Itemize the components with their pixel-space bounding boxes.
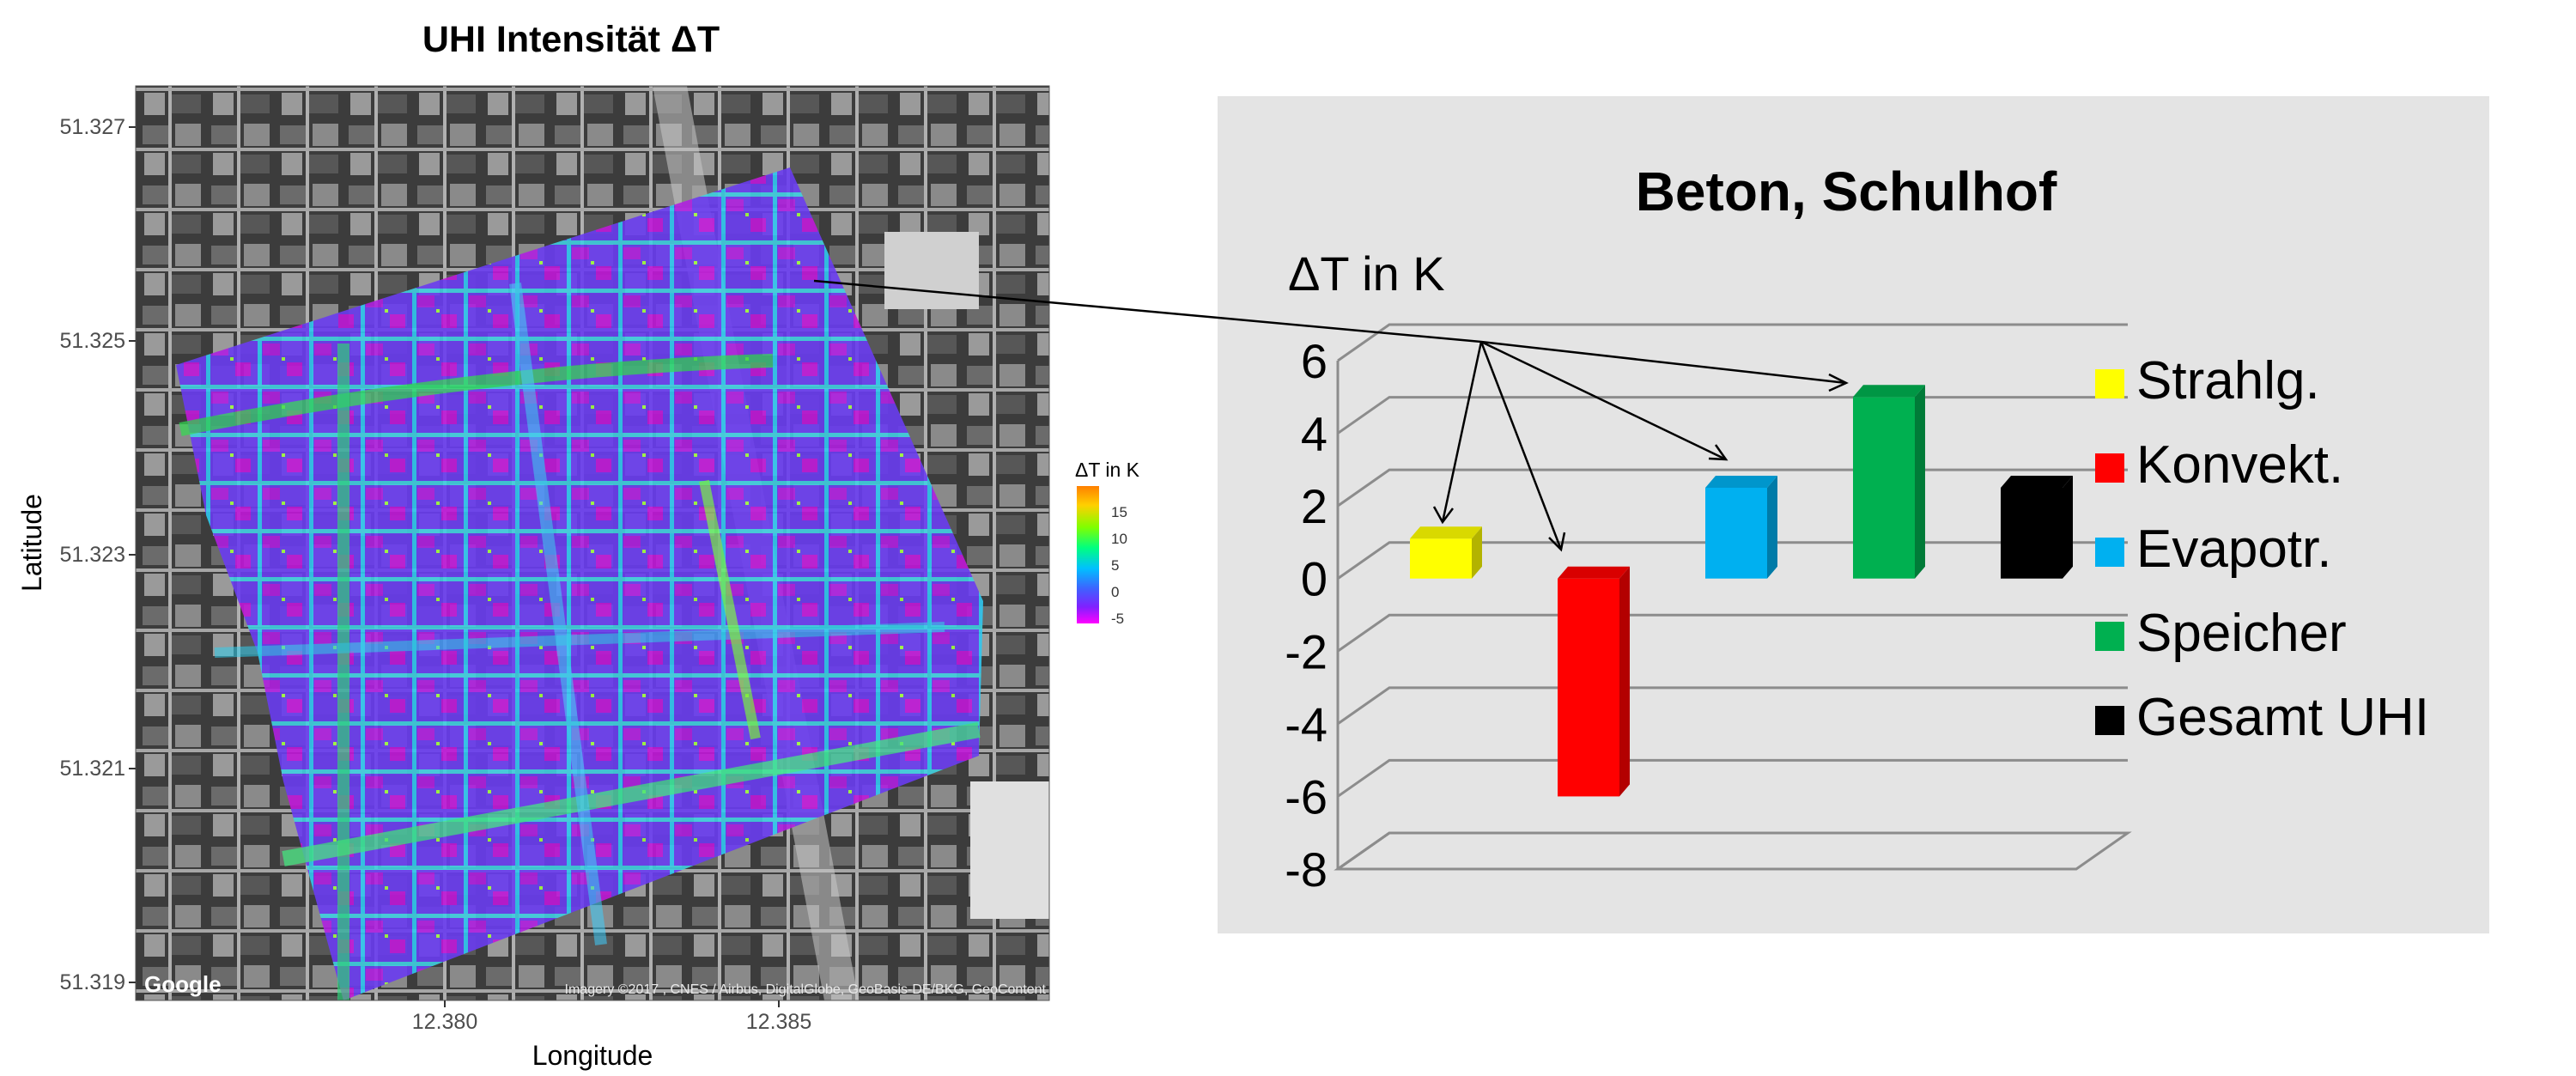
map-y-axis-label: Latitude [16,494,47,592]
heat-overlay [176,167,983,1000]
bar-chart-panel [1218,96,2489,933]
map-legend-tick: -5 [1111,611,1124,627]
map-x-tick-label: 12.380 [412,1010,477,1034]
map-y-tick-label: 51.323 [60,543,125,567]
map-y-tick-label: 51.319 [60,970,125,994]
provider-logo: Google [144,971,222,997]
map-legend-tick: 0 [1111,584,1119,600]
map-x-axis: 12.380 12.385 [412,1000,811,1034]
map-legend-colorbar [1077,486,1099,623]
map-color-legend: ΔT in K 15 10 5 0 -5 [1075,459,1140,627]
map-y-tick-label: 51.321 [60,757,125,781]
map-panel-border [135,85,1050,1001]
map-legend-title: ΔT in K [1075,459,1140,481]
map-legend-tick: 10 [1111,531,1127,547]
map-title: UHI Intensität ΔT [422,19,720,60]
map-legend-tick: 5 [1111,557,1119,574]
map-x-tick-label: 12.385 [746,1010,811,1034]
map-y-tick-label: 51.327 [60,115,125,139]
map-x-axis-label: Longitude [532,1040,653,1071]
map-y-axis: 51.327 51.325 51.323 51.321 51.319 [60,115,136,994]
uhi-map-figure: UHI Intensität ΔT Google Imagery ©2017 ,… [16,19,1140,1071]
map-attribution: Imagery ©2017 , CNES / Airbus, DigitalGl… [565,982,1047,997]
map-y-tick-label: 51.325 [60,329,125,353]
map-legend-tick: 15 [1111,504,1127,520]
